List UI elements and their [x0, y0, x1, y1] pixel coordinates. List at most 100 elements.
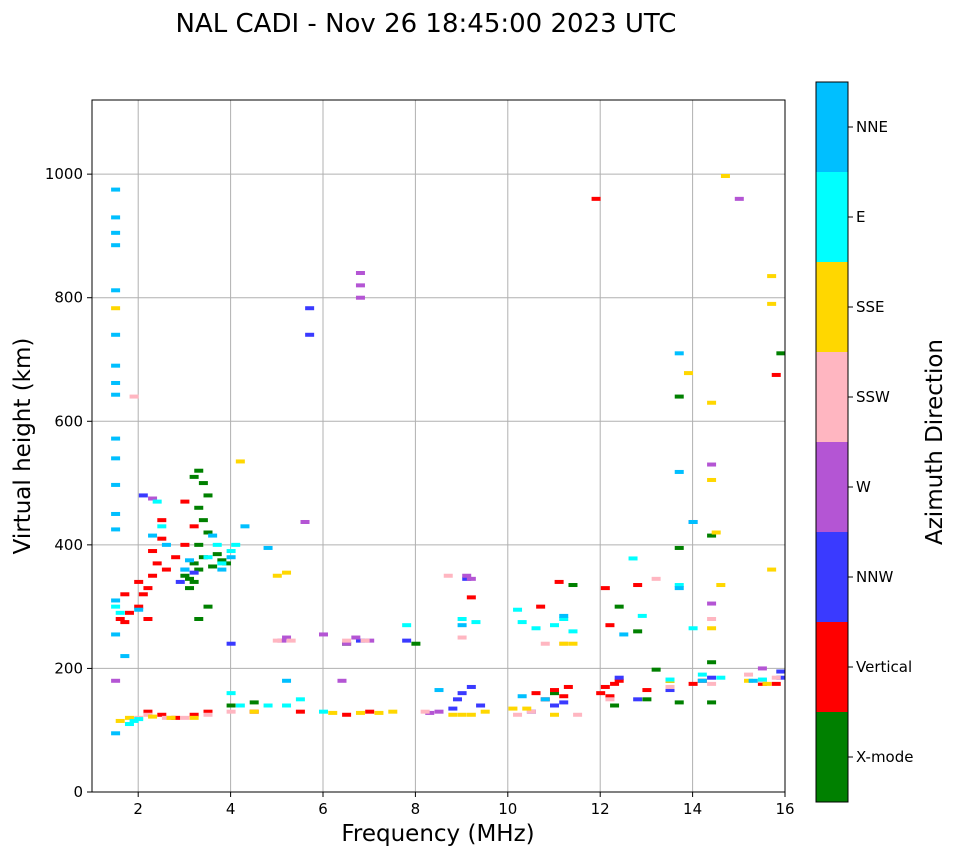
echo-point-sse	[716, 583, 726, 588]
echo-point-w	[148, 496, 158, 501]
echo-point-sse	[762, 681, 772, 686]
colorbar-segment	[816, 622, 848, 712]
echo-point-w	[111, 678, 121, 683]
echo-point-x-mode	[674, 394, 684, 399]
echo-point-e	[134, 717, 144, 722]
echo-point-sse	[767, 567, 777, 572]
echo-point-sse	[282, 570, 292, 575]
echo-point-sse	[235, 459, 245, 464]
echo-point-sse	[466, 712, 476, 717]
echo-point-vertical	[757, 681, 767, 686]
echo-point-vertical	[115, 617, 125, 621]
echo-point-e	[471, 620, 481, 625]
echo-point-vertical	[148, 573, 158, 578]
echo-point-sse	[720, 173, 730, 178]
y-tick-label: 600	[54, 412, 83, 430]
x-tick-label: 2	[133, 800, 143, 818]
echo-point-sse	[388, 709, 398, 714]
echo-point-x-mode	[707, 533, 717, 538]
echo-point-e	[688, 626, 698, 631]
echo-point-ssw	[226, 709, 236, 714]
echo-point-nne	[517, 694, 527, 699]
echo-point-vertical	[189, 712, 199, 717]
echo-point-nnw	[448, 706, 458, 711]
echo-point-w	[355, 271, 365, 275]
echo-point-ssw	[744, 672, 754, 677]
echo-point-nne	[619, 632, 629, 637]
echo-point-x-mode	[642, 697, 652, 702]
echo-point-e	[319, 709, 328, 714]
echo-point-ssw	[342, 638, 352, 643]
echo-point-x-mode	[185, 576, 195, 581]
echo-point-sse	[744, 678, 754, 683]
echo-point-nnw	[457, 691, 467, 696]
echo-point-nne	[120, 654, 130, 659]
echo-point-e	[674, 583, 684, 588]
echo-point-nnw	[707, 675, 717, 680]
echo-point-sse	[457, 712, 467, 717]
echo-point-nne	[674, 469, 684, 474]
echo-point-e	[716, 675, 726, 680]
echo-point-x-mode	[674, 700, 684, 705]
echo-point-e	[550, 623, 559, 628]
echo-point-vertical	[771, 372, 781, 377]
echo-point-nne	[674, 586, 684, 591]
echo-point-e	[531, 626, 541, 631]
echo-point-x-mode	[208, 564, 218, 569]
echo-point-ssw	[286, 638, 296, 643]
echo-point-x-mode	[217, 558, 227, 563]
echo-point-nne	[688, 519, 698, 524]
colorbar-frame	[815, 81, 849, 803]
echo-point-w	[365, 638, 375, 643]
data-points	[111, 173, 786, 736]
echo-point-sse	[767, 274, 777, 279]
echo-point-nne	[134, 607, 144, 612]
echo-point-ssw	[605, 697, 615, 702]
echo-point-nne	[161, 542, 171, 547]
echo-point-nne	[111, 482, 121, 487]
echo-point-sse	[707, 400, 717, 405]
echo-point-nne	[111, 527, 121, 532]
echo-point-w	[425, 710, 435, 715]
echo-point-vertical	[138, 592, 148, 597]
echo-point-x-mode	[651, 667, 661, 672]
colorbar-segment	[816, 352, 848, 442]
echo-point-nnw	[776, 669, 786, 674]
echo-point-ssw	[443, 573, 453, 578]
grid-lines	[92, 100, 786, 793]
echo-point-nne	[674, 351, 684, 356]
echo-point-vertical	[143, 586, 153, 591]
echo-point-w	[342, 641, 352, 646]
echo-point-e	[637, 613, 647, 618]
echo-point-w	[337, 678, 347, 683]
echo-point-nne	[111, 598, 121, 603]
echo-point-w	[707, 601, 717, 606]
echo-point-nne	[240, 524, 250, 529]
echo-point-ssw	[513, 712, 523, 717]
echo-point-vertical	[180, 499, 190, 504]
echo-point-nnw	[175, 579, 185, 584]
echo-point-vertical	[143, 617, 153, 621]
echo-point-x-mode	[194, 542, 204, 547]
x-tick-label: 12	[591, 800, 610, 818]
echo-point-vertical	[559, 694, 569, 699]
echo-point-sse	[148, 714, 158, 719]
echo-point-e	[111, 604, 121, 609]
colorbar-label: Azimuth Direction	[922, 339, 948, 545]
colorbar-tick-label: W	[856, 478, 871, 496]
echo-point-vertical	[161, 567, 171, 572]
echo-point-w	[355, 295, 365, 300]
echo-point-vertical	[342, 712, 352, 717]
x-tick-label: 14	[683, 800, 702, 818]
colorbar-tick-label: NNW	[856, 568, 893, 586]
echo-point-nne	[217, 567, 227, 572]
echo-point-vertical	[189, 524, 199, 529]
echo-point-vertical	[365, 709, 375, 714]
echo-point-vertical	[295, 709, 305, 714]
y-tick-label: 400	[54, 536, 83, 554]
echo-point-x-mode	[194, 617, 204, 621]
echo-point-nne	[111, 731, 121, 736]
echo-point-vertical	[134, 579, 144, 584]
echo-point-nne	[559, 613, 569, 618]
echo-point-e	[263, 703, 273, 708]
